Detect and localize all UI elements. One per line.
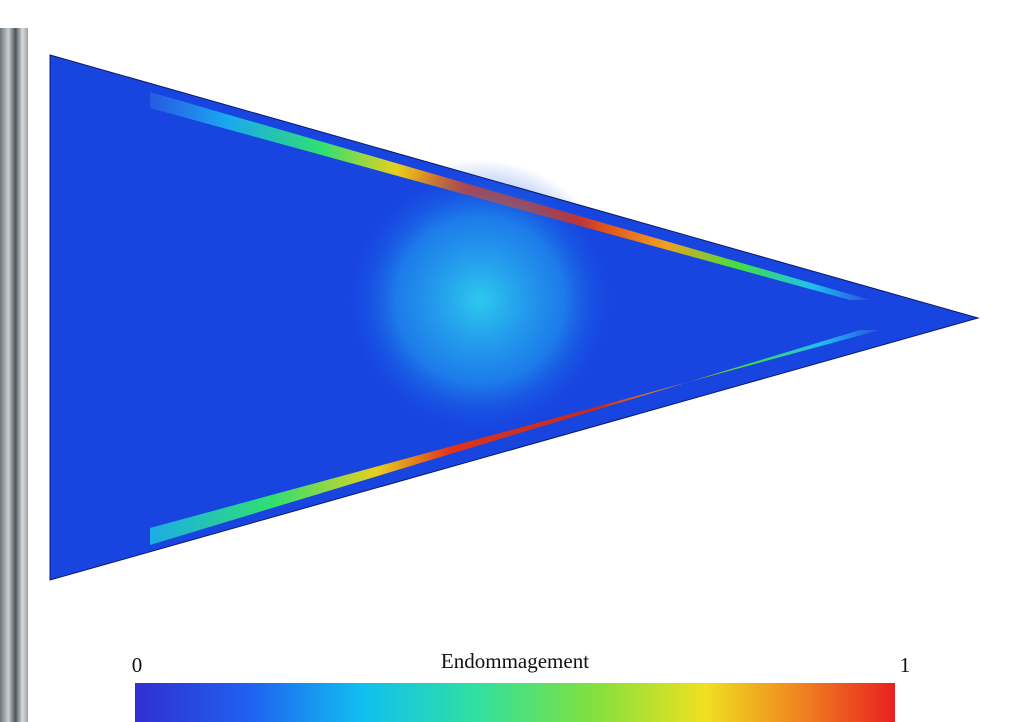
colorbar-max: 1: [900, 653, 911, 677]
colorbar: [135, 683, 895, 722]
background-photo: [0, 28, 28, 722]
figure: Endommagement 0 1: [0, 0, 1036, 722]
central-damage: [340, 160, 620, 440]
colorbar-min: 0: [132, 653, 143, 677]
colorbar-title: Endommagement: [441, 649, 589, 673]
page: {"colorbar": {"title": "Endommagement", …: [0, 0, 1036, 722]
